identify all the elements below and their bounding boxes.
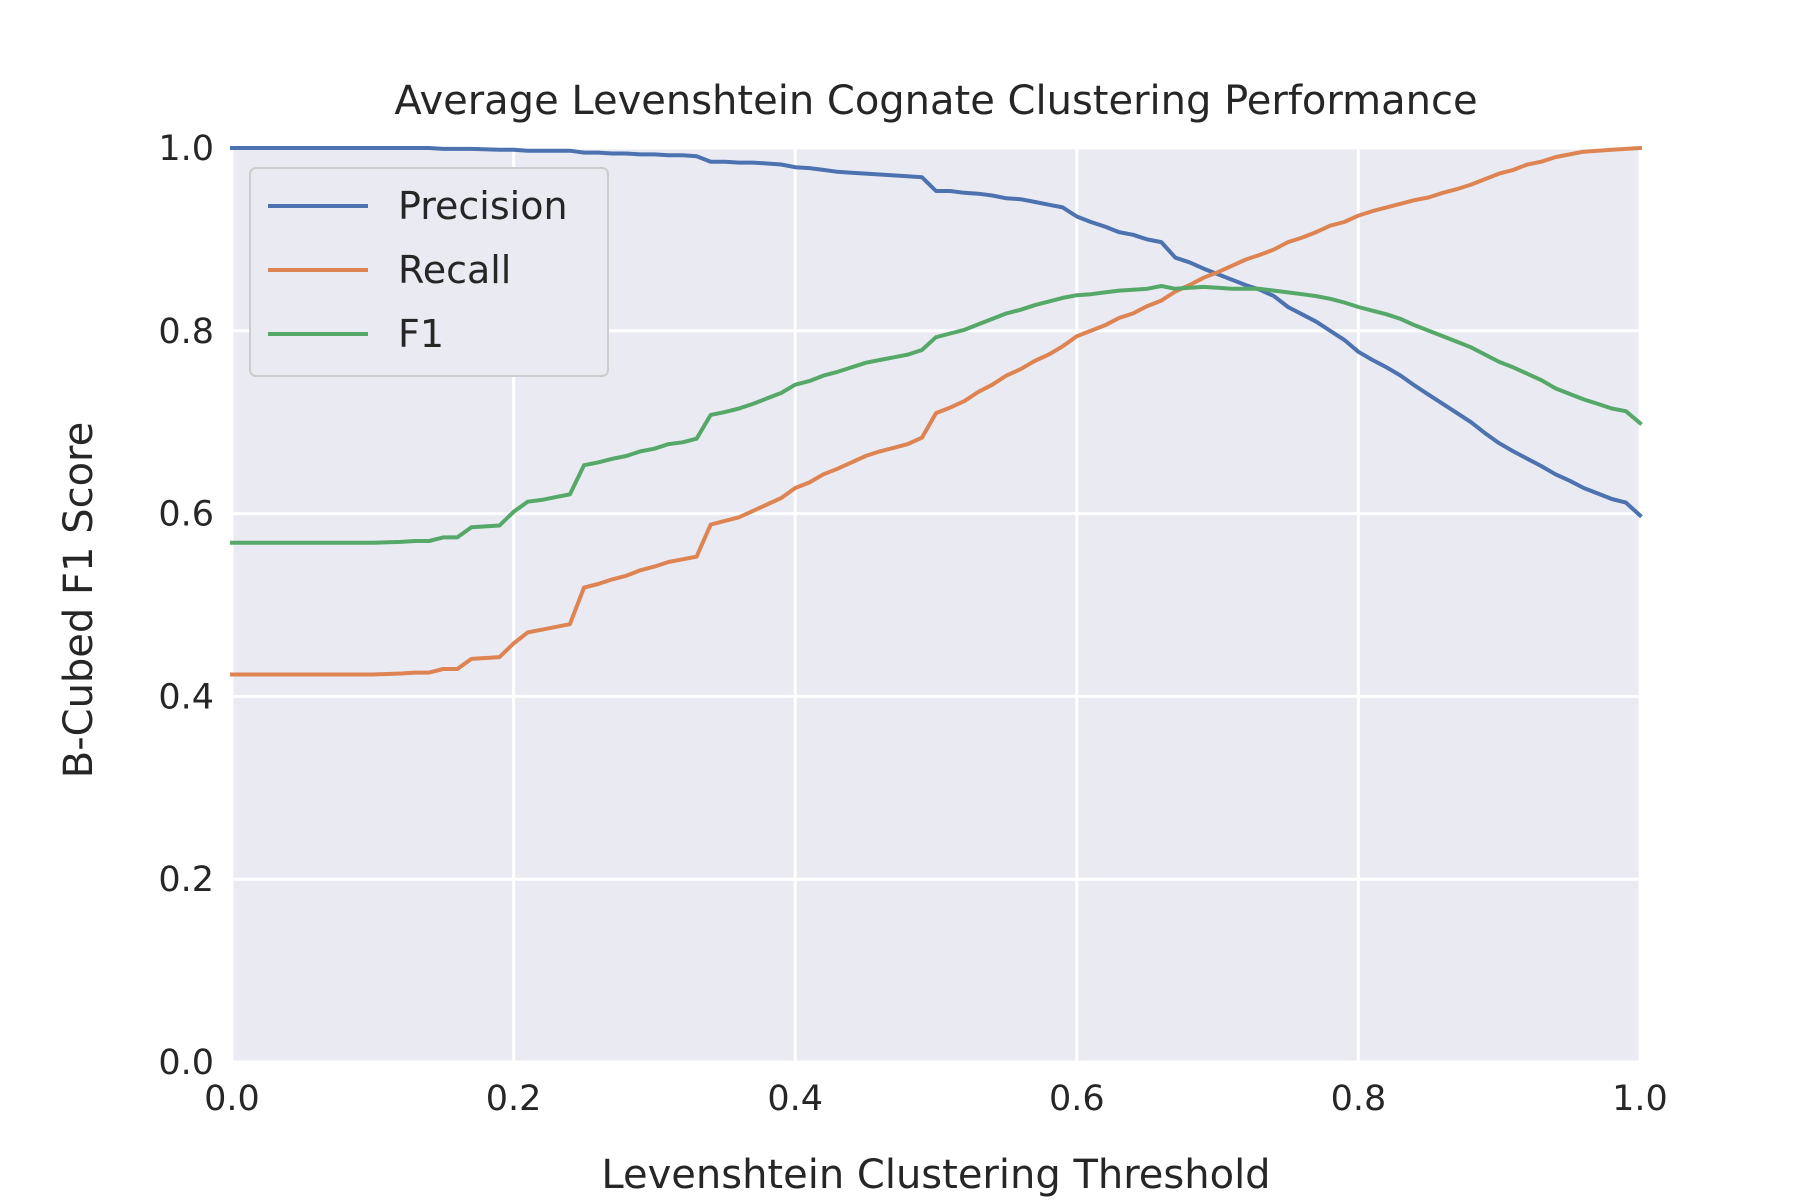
legend-label: Recall bbox=[398, 248, 511, 292]
series-line-recall bbox=[230, 145, 1643, 677]
x-tick-label: 1.0 bbox=[1612, 1079, 1668, 1119]
series-line-precision bbox=[230, 146, 1643, 519]
y-tick-label: 0.4 bbox=[158, 677, 214, 717]
legend: Precision Recall F1 bbox=[249, 167, 609, 377]
x-tick-label: 0.6 bbox=[1049, 1079, 1105, 1119]
y-tick-label: 0.2 bbox=[158, 860, 214, 900]
x-tick-labels: 0.0 0.2 0.4 0.6 0.8 1.0 bbox=[204, 1079, 1668, 1119]
x-tick-label: 0.0 bbox=[204, 1079, 260, 1119]
series-line-f1 bbox=[230, 284, 1643, 545]
y-tick-label: 0.0 bbox=[158, 1043, 214, 1083]
y-axis-label: B-Cubed F1 Score bbox=[56, 422, 102, 778]
legend-label: F1 bbox=[398, 312, 444, 356]
grid bbox=[230, 146, 1642, 1064]
chart-title: Average Levenshtein Cognate Clustering P… bbox=[394, 78, 1477, 124]
x-tick-label: 0.8 bbox=[1331, 1079, 1387, 1119]
x-axis-label: Levenshtein Clustering Threshold bbox=[601, 1152, 1270, 1198]
y-tick-label: 1.0 bbox=[158, 129, 214, 169]
x-tick-label: 0.4 bbox=[767, 1079, 823, 1119]
series-layer bbox=[230, 145, 1643, 677]
x-tick-label: 0.2 bbox=[486, 1079, 542, 1119]
legend-label: Precision bbox=[398, 184, 568, 228]
legend-box bbox=[249, 167, 609, 377]
y-tick-label: 0.8 bbox=[158, 312, 214, 352]
y-tick-label: 0.6 bbox=[158, 495, 214, 535]
y-tick-labels: 0.0 0.2 0.4 0.6 0.8 1.0 bbox=[158, 129, 214, 1083]
